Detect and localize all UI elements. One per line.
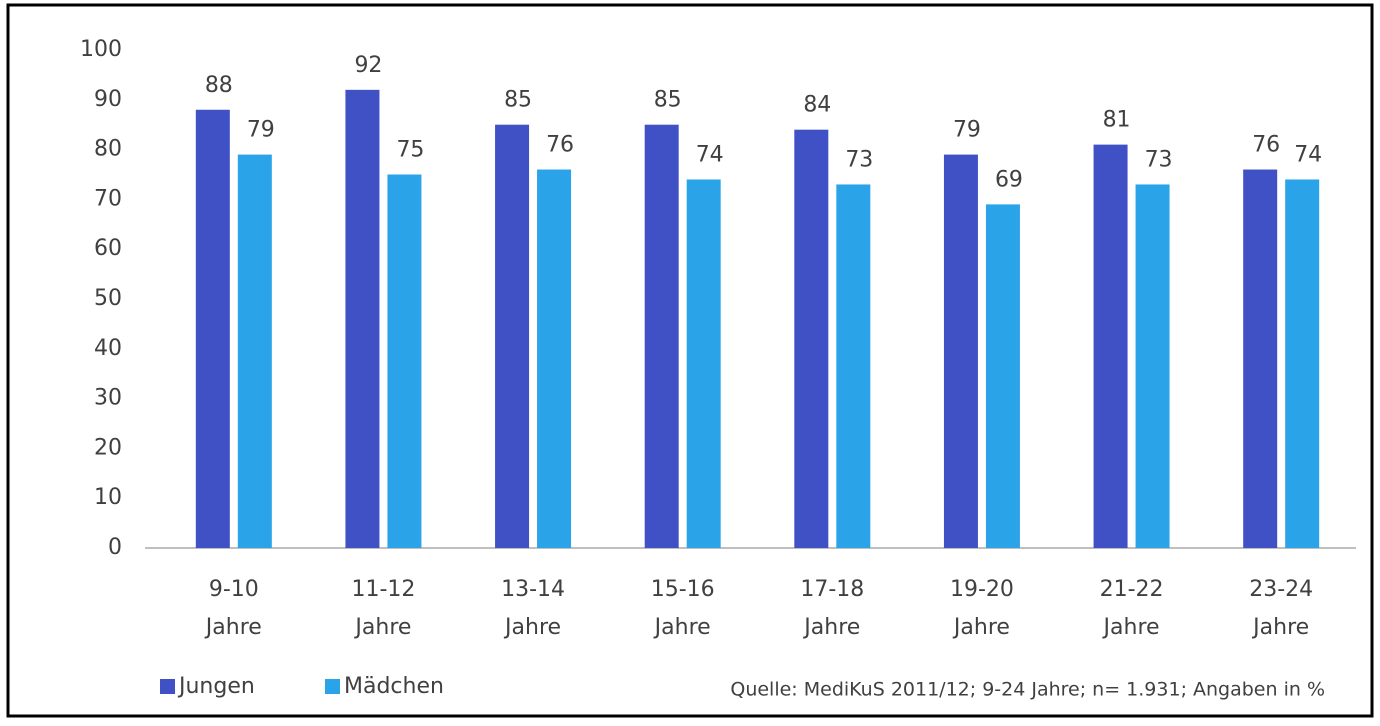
legend-label: Jungen (177, 674, 255, 699)
bar (195, 109, 230, 548)
source-note: Quelle: MediKuS 2011/12; 9-24 Jahre; n= … (730, 679, 1325, 701)
bar (985, 204, 1020, 548)
y-tick-label: 50 (94, 286, 122, 311)
value-label: 92 (354, 53, 382, 78)
y-tick-label: 60 (94, 236, 122, 261)
value-label: 73 (1145, 147, 1173, 172)
legend-swatch (160, 679, 175, 694)
value-label: 73 (845, 147, 873, 172)
y-tick-label: 80 (94, 137, 122, 162)
y-tick-label: 40 (94, 336, 122, 361)
value-label: 84 (803, 93, 831, 118)
value-label: 79 (953, 118, 981, 143)
value-label: 76 (546, 133, 574, 158)
x-tick-label: 23-24 Jahre (1249, 577, 1313, 640)
x-tick-label: 11-12 Jahre (351, 577, 415, 640)
value-label: 69 (995, 167, 1023, 192)
y-tick-label: 20 (94, 435, 122, 460)
value-label: 74 (1294, 142, 1322, 167)
bar (345, 89, 380, 548)
x-tick-label: 9-10 Jahre (204, 577, 262, 640)
y-tick-label: 30 (94, 386, 122, 411)
bar (1135, 184, 1170, 548)
y-tick-label: 0 (108, 535, 122, 560)
bar (644, 124, 679, 548)
bar (387, 174, 422, 548)
value-label: 81 (1103, 108, 1131, 133)
value-label: 74 (696, 142, 724, 167)
x-tick-label: 13-14 Jahre (501, 577, 565, 640)
bar (836, 184, 871, 548)
legend-label: Mädchen (344, 674, 444, 699)
bar (1285, 179, 1320, 549)
bar (943, 154, 978, 548)
x-tick-label: 19-20 Jahre (950, 577, 1014, 640)
legend-swatch (325, 679, 340, 694)
bar (794, 129, 829, 548)
x-tick-label: 17-18 Jahre (800, 577, 864, 640)
x-tick-label: 21-22 Jahre (1100, 577, 1164, 640)
bar (1243, 169, 1278, 548)
x-tick-label: 15-16 Jahre (651, 577, 715, 640)
bar (237, 154, 272, 548)
value-label: 85 (504, 88, 532, 113)
y-tick-label: 90 (94, 87, 122, 112)
y-tick-label: 10 (94, 485, 122, 510)
bar (686, 179, 721, 549)
y-tick-label: 70 (94, 186, 122, 211)
y-tick-label: 100 (80, 37, 122, 62)
value-label: 76 (1252, 133, 1280, 158)
bar (1093, 144, 1128, 548)
value-label: 88 (205, 73, 233, 98)
value-label: 79 (247, 118, 275, 143)
bar (495, 124, 530, 548)
value-label: 85 (654, 88, 682, 113)
value-label: 75 (396, 138, 424, 163)
bar (537, 169, 572, 548)
